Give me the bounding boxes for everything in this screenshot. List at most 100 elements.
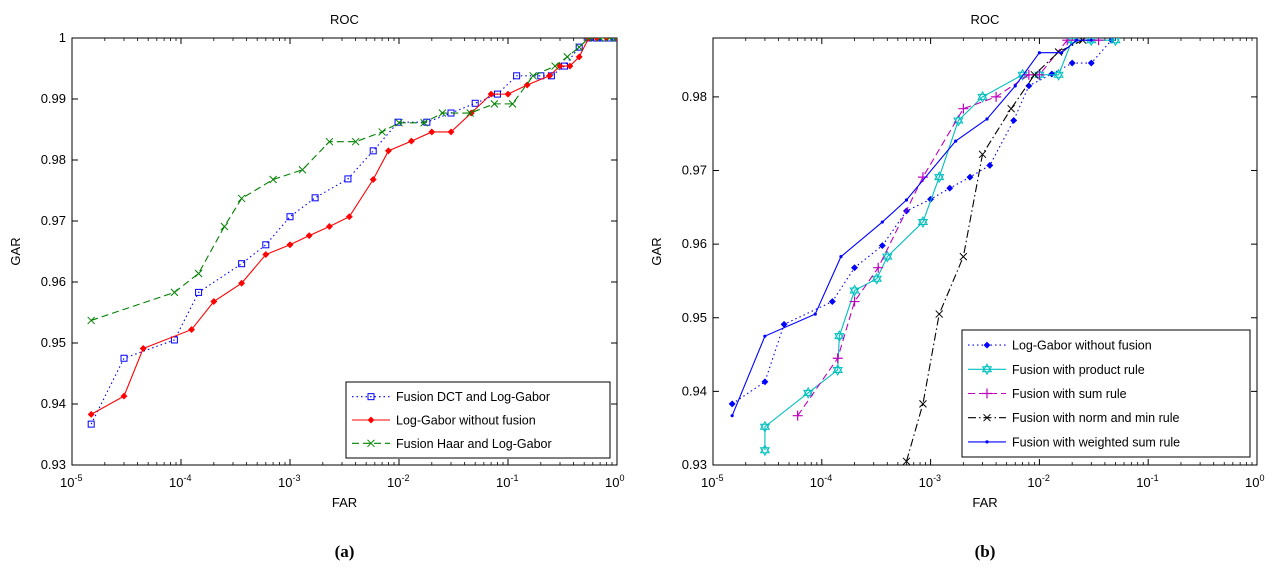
y-tick-label: 0.93 [41,457,66,472]
data-point [87,420,95,428]
data-point [1089,38,1093,42]
data-point [803,386,814,396]
x-tick-label: 10-1 [496,473,518,490]
data-point [170,288,179,297]
data-point [286,213,294,221]
data-point [545,72,553,80]
roc-panel-a: 10-5 10-4 10-3 10-2 10-1 100 0.93 0.94 0.95 0.96 0… [8,12,624,561]
data-point [120,354,128,362]
y-tick-label: 0.94 [41,396,66,411]
legend-entry: Fusion DCT and Log-Gabor [396,390,550,404]
data-point [325,222,333,231]
data-point [759,420,771,430]
data-point [966,173,974,181]
panel-caption: (a) [335,542,355,561]
y-tick-label: 0.93 [682,457,707,472]
data-point [566,62,574,70]
legend-marker [367,393,375,401]
data-point [384,147,392,155]
data-point [959,252,968,261]
data-point [832,367,843,377]
data-point [871,272,882,282]
data-point [262,241,270,249]
data-point [849,284,860,294]
data-point [311,194,319,202]
data-point [563,53,572,61]
data-point [605,38,613,42]
data-point [904,198,909,202]
data-point [953,114,964,124]
data-point [238,279,246,287]
legend-marker [982,388,992,399]
x-tick-label: 100 [605,473,624,490]
roc-panel-b: 10-5 10-4 10-3 10-2 10-1 100 0.93 0.94 0.95 0.96 0… [649,12,1264,561]
data-point [954,139,958,143]
data-point [585,38,593,42]
legend-entry: Fusion with weighted sum rule [1012,435,1180,449]
legend-entry: Fusion with product rule [1012,363,1145,377]
y-tick-label: 1 [59,30,66,45]
data-point [958,103,969,114]
data-point [420,118,428,127]
x-tick-label: 10-4 [169,473,191,490]
data-point [262,250,270,259]
data-point [139,344,147,353]
data-point [882,253,893,263]
legend-entry: Log-Gabor without fusion [1012,339,1152,353]
data-point [394,118,402,126]
y-tick-label: 0.99 [41,91,66,106]
data-point [1068,59,1076,67]
data-point [1017,71,1028,81]
data-point [728,400,736,408]
data-point [523,81,531,89]
data-point [832,353,843,364]
data-point [873,262,884,273]
data-point [803,389,814,399]
data-point [880,220,884,224]
series-line [90,38,617,415]
x-tick-label: 10-3 [919,473,941,490]
data-point [220,222,229,231]
data-point [946,184,954,192]
data-point [1086,38,1097,44]
data-point [395,118,403,127]
data-point [828,298,836,306]
legend-entry: Fusion with norm and min rule [1012,411,1179,425]
x-tick-label: 10-5 [701,473,723,490]
x-tick-label: 10-5 [60,473,82,490]
data-point [977,90,988,100]
y-tick-label: 0.94 [682,383,707,398]
data-point [917,216,929,226]
data-point [978,150,987,159]
data-point [210,297,218,306]
data-point [985,117,989,121]
legend: Log-Gabor without fusion Fusion with prod… [961,329,1251,458]
x-tick-label: 10-2 [387,473,409,490]
data-point [605,38,614,42]
data-point [1013,84,1017,88]
data-point [504,90,512,98]
data-point [1086,38,1097,47]
data-point [1075,38,1079,42]
panel-caption: (b) [975,542,996,561]
data-point [345,213,353,221]
data-point [934,174,945,184]
data-point [878,242,886,250]
data-point [761,378,769,386]
data-point [1054,48,1063,56]
data-point [1060,51,1064,55]
x-tick-label: 10-1 [1136,473,1158,490]
series-group [87,38,617,428]
data-point [87,316,96,325]
data-point [792,410,803,421]
y-tick-label: 0.97 [41,213,66,228]
data-point [759,444,771,454]
data-point [759,423,771,433]
data-point [344,175,352,183]
data-point [813,312,817,316]
y-tick-label: 0.95 [41,335,66,350]
data-point [1025,82,1033,90]
y-axis-label: GAR [649,237,664,265]
data-point [575,43,583,51]
